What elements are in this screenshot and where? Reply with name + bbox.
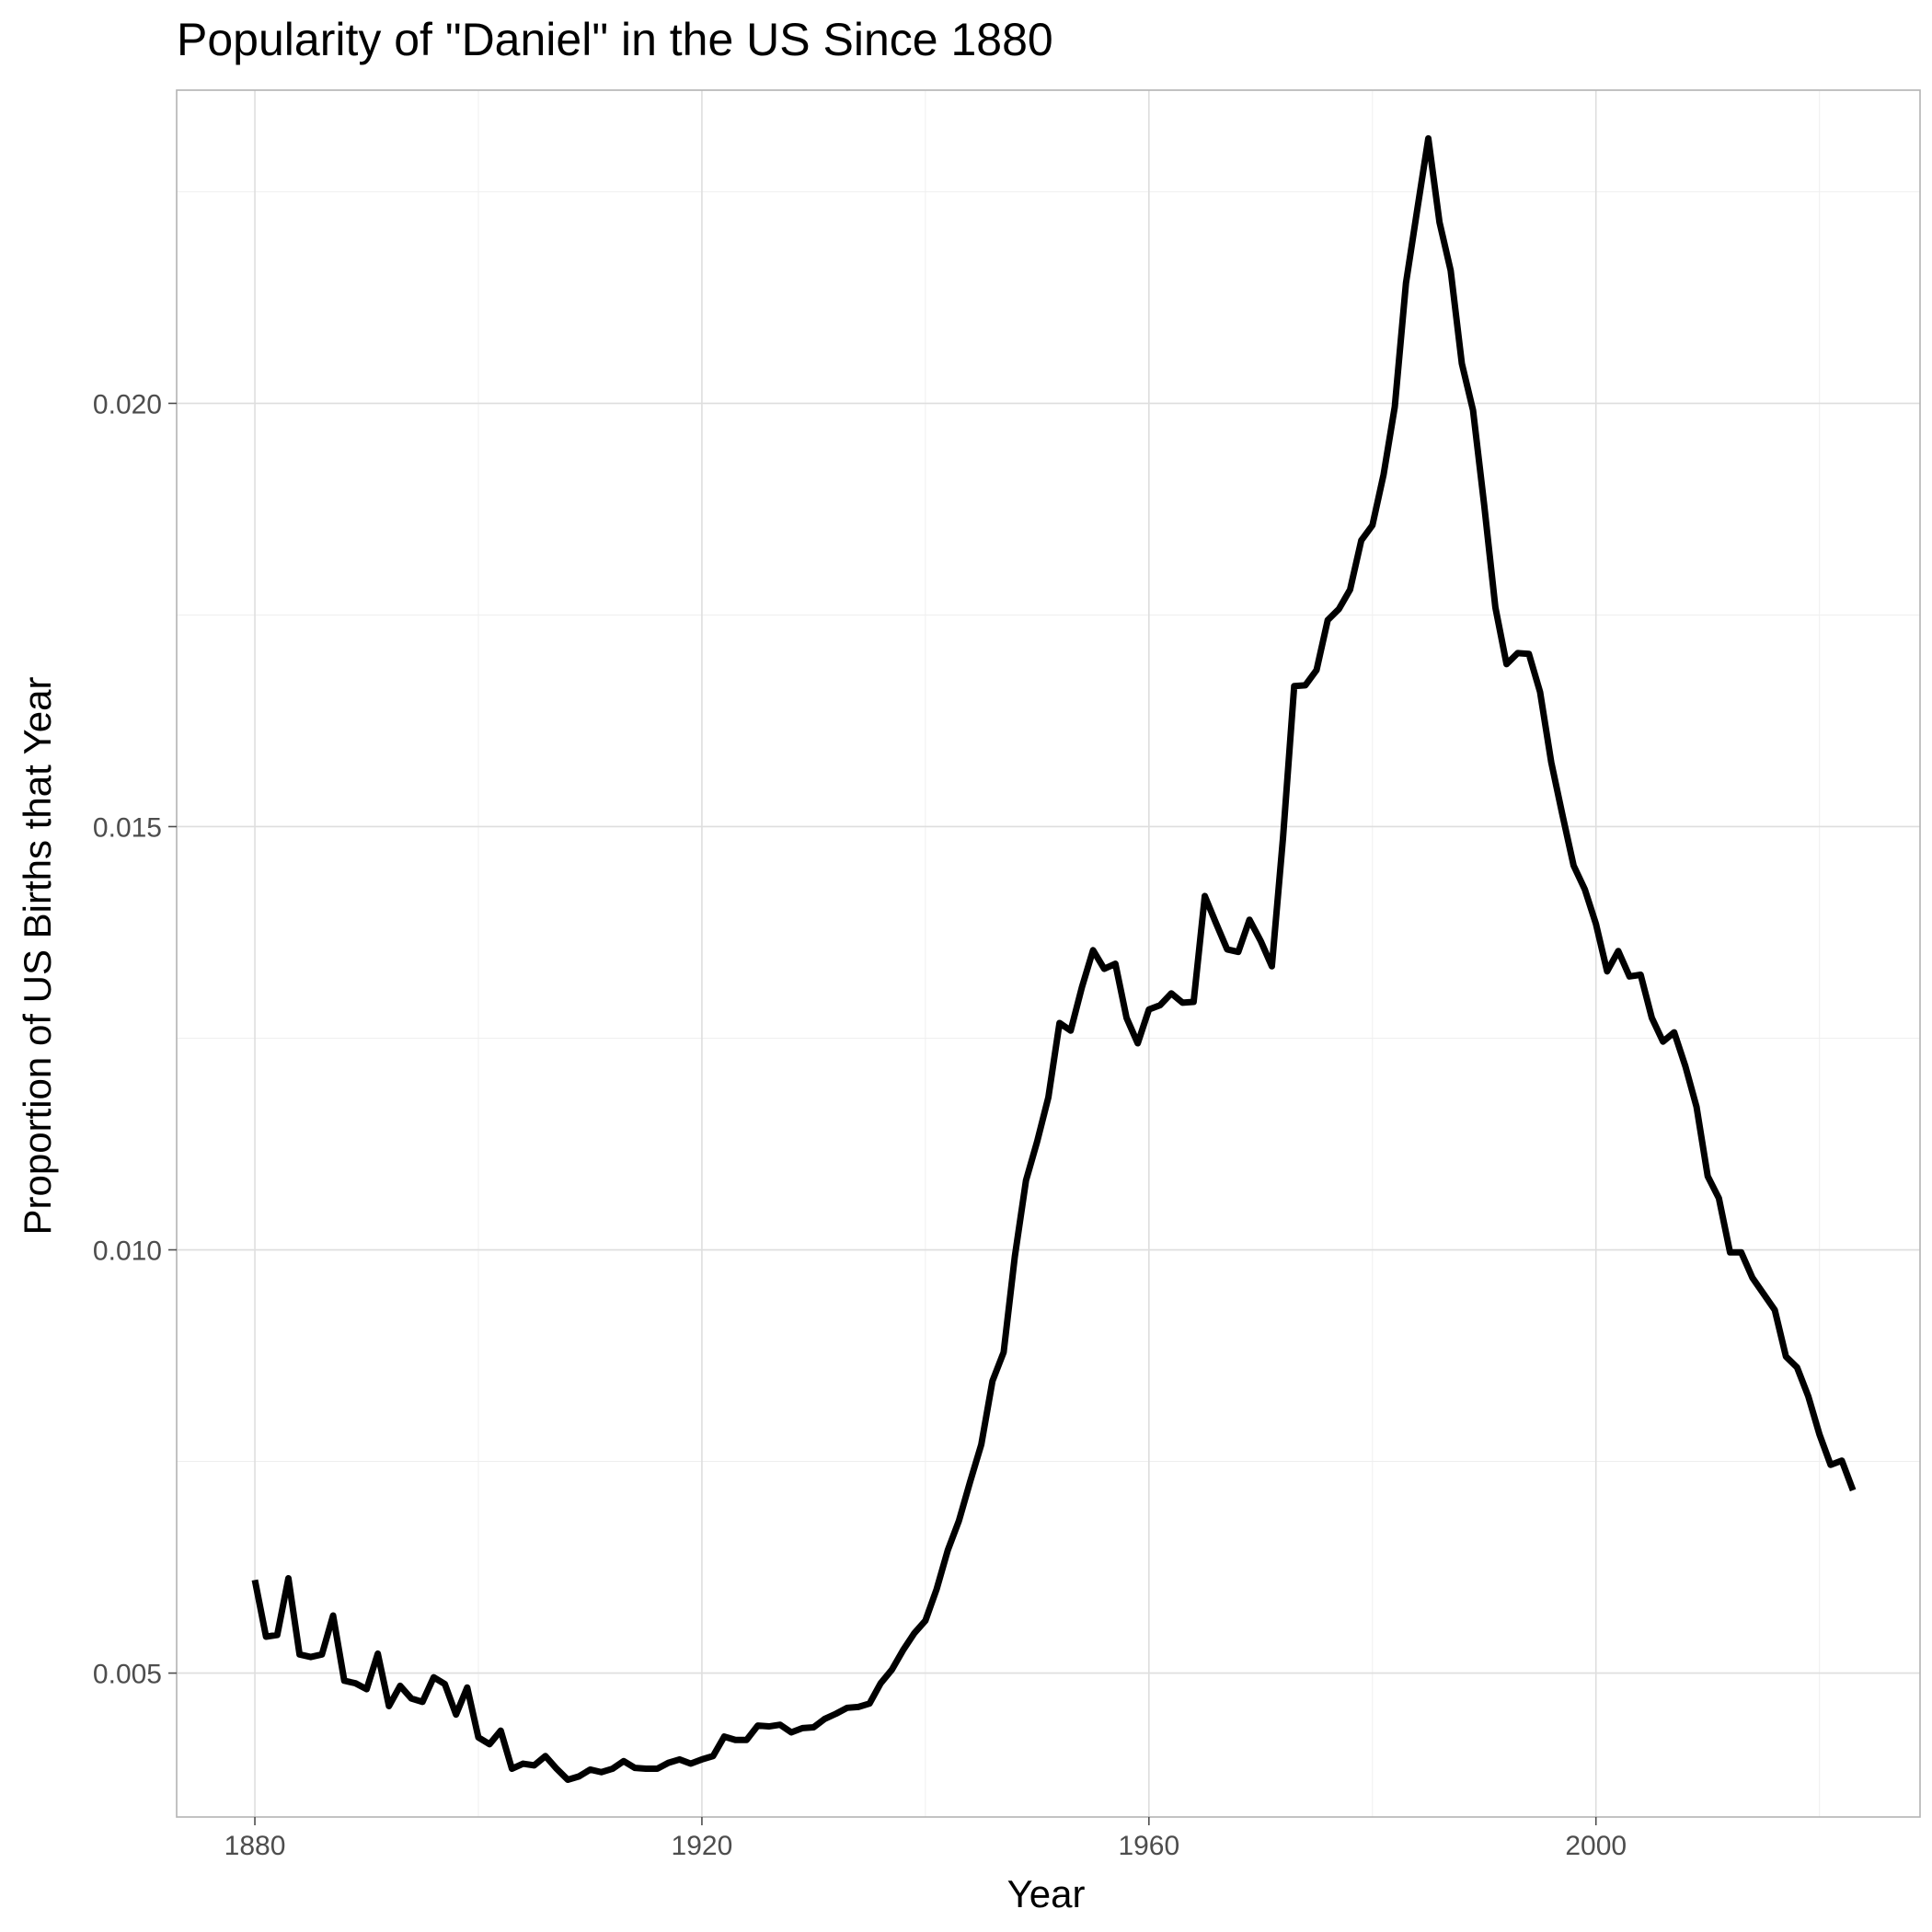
daniel-popularity-line <box>251 134 1857 1784</box>
x-tick-label: 1960 <box>1118 1831 1179 1861</box>
y-tick-label: 0.020 <box>93 389 162 420</box>
y-tick-label: 0.010 <box>93 1236 162 1267</box>
axis-ticks: 1880 1920 1960 2000 0.005 0.010 0.015 0.020 <box>93 389 1627 1861</box>
x-tick-label: 2000 <box>1565 1831 1627 1861</box>
y-axis-title: Proportion of US Births that Year <box>16 676 59 1235</box>
plot-panel-border <box>176 89 1921 1818</box>
chart-title: Popularity of "Daniel" in the US Since 1… <box>177 14 1053 65</box>
x-axis-title: Year <box>1007 1872 1086 1915</box>
y-tick-label: 0.005 <box>93 1660 162 1690</box>
x-tick-label: 1920 <box>672 1831 733 1861</box>
x-tick-label: 1880 <box>224 1831 286 1861</box>
y-tick-label: 0.015 <box>93 812 162 843</box>
grid-lines <box>177 90 1920 1817</box>
